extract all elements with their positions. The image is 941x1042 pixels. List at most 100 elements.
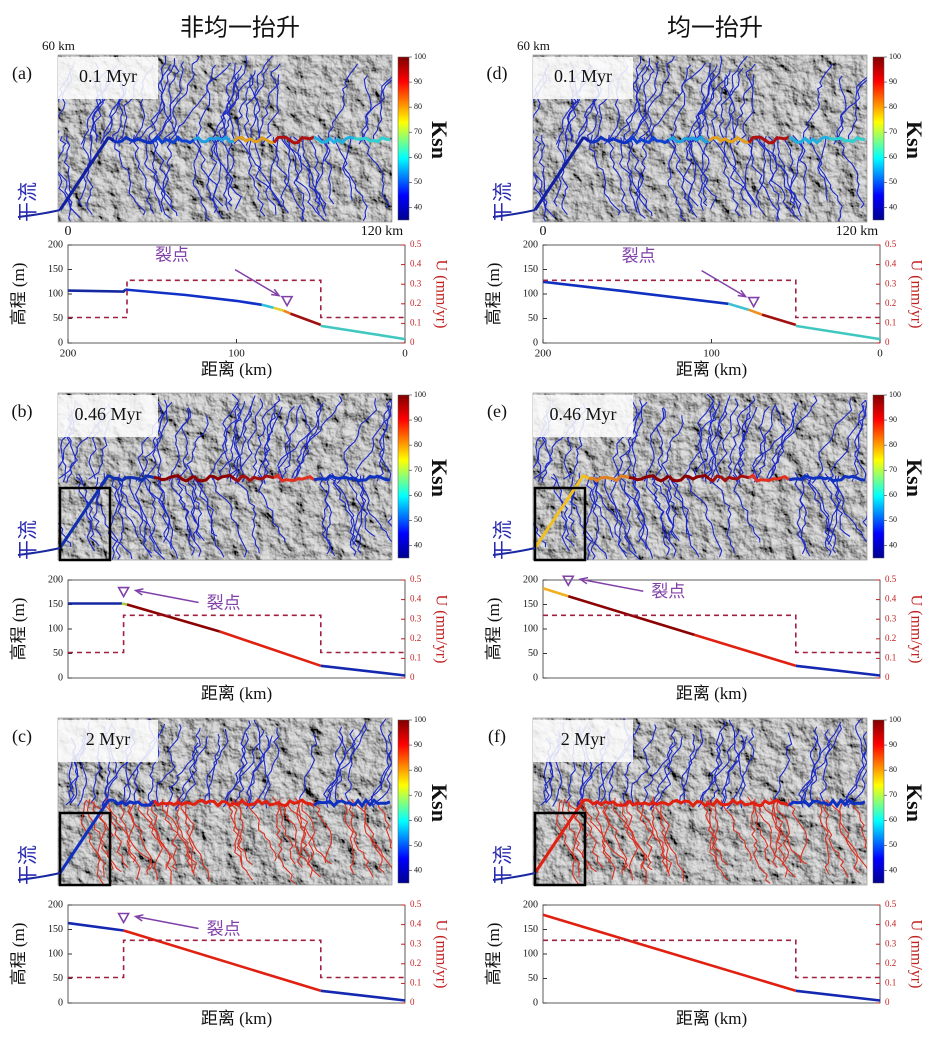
river	[192, 476, 201, 539]
river	[833, 75, 847, 145]
river	[342, 136, 353, 202]
river	[756, 402, 797, 481]
time-label: 0.1 Myr	[554, 66, 612, 86]
trunk-river	[193, 135, 235, 144]
river	[626, 137, 638, 213]
colorbar-tick-label: 60	[889, 152, 897, 161]
trunk-river	[273, 798, 315, 808]
y-tick-label: 150	[523, 264, 538, 275]
river	[191, 138, 218, 213]
y-tick-label: 100	[48, 948, 63, 959]
profile-line	[748, 308, 763, 316]
river	[819, 724, 843, 807]
time-box	[58, 720, 158, 762]
trunk-river	[627, 135, 670, 145]
knickpoint-label: 裂点	[622, 247, 656, 266]
colorbar-tick-label: 80	[889, 440, 897, 449]
time-label: 0.1 Myr	[79, 66, 137, 86]
y-tick-label: 200	[523, 239, 538, 250]
colorbar-tick-label: 50	[889, 515, 897, 524]
y2-tick-label: 0.2	[410, 298, 421, 308]
focus-box	[533, 486, 587, 562]
y-tick-label: 150	[523, 924, 538, 935]
time-label: 2 Myr	[86, 729, 131, 749]
knickpoint-marker	[117, 586, 130, 599]
river	[599, 801, 628, 875]
river	[137, 398, 163, 483]
river	[204, 728, 229, 804]
river	[218, 401, 246, 479]
colorbar-tick-label: 90	[889, 740, 897, 749]
river	[171, 476, 195, 556]
river	[233, 405, 246, 483]
river	[321, 475, 331, 555]
river	[185, 802, 210, 882]
river	[288, 136, 326, 221]
river	[340, 797, 355, 875]
river	[533, 164, 547, 211]
trunk-river	[627, 799, 670, 807]
y-tick-label: 50	[528, 973, 538, 984]
y2-tick-label: 0.5	[410, 899, 422, 909]
trunk-river	[827, 797, 866, 809]
river	[610, 401, 648, 482]
river	[308, 138, 327, 217]
river	[186, 415, 209, 480]
time-label: 0.46 Myr	[550, 404, 617, 424]
uplift-line	[543, 939, 880, 979]
river	[312, 799, 333, 864]
river	[164, 56, 200, 143]
colorbar-tick-label: 40	[414, 540, 422, 549]
y-tick-label: 200	[48, 574, 63, 585]
trunk-outlet	[17, 872, 61, 881]
river	[349, 475, 367, 556]
profile-line	[320, 664, 406, 677]
trunk-river	[313, 135, 355, 145]
river	[809, 726, 822, 805]
trunk-river	[667, 798, 710, 808]
y2-tick-label: 0.5	[410, 574, 422, 584]
river	[666, 138, 693, 213]
river	[174, 736, 208, 810]
colorbar	[872, 394, 885, 559]
river	[720, 734, 745, 810]
river	[739, 727, 755, 809]
y2-axis-label: U (mm/yr)	[907, 260, 924, 329]
river	[168, 64, 217, 145]
river	[733, 74, 755, 141]
river	[235, 137, 281, 204]
river	[358, 75, 372, 145]
river	[222, 732, 249, 808]
colorbar-tick-label: 100	[414, 390, 426, 399]
y-tick-label: 150	[48, 599, 63, 610]
colorbar-tick-label: 60	[889, 490, 897, 499]
profile-line	[795, 664, 881, 677]
map-x-label: 120 km	[836, 224, 879, 239]
river	[245, 799, 277, 862]
y2-tick-label: 0	[410, 672, 415, 682]
river	[802, 63, 834, 144]
river	[640, 742, 674, 808]
river	[694, 65, 718, 143]
river	[639, 800, 669, 874]
knickpoint-marker	[561, 575, 575, 587]
river	[301, 135, 321, 203]
x-axis-label: 距离 (km)	[201, 1009, 272, 1028]
river	[626, 802, 647, 885]
colorbar-tick-label: 60	[889, 815, 897, 824]
river	[132, 134, 155, 214]
river	[619, 476, 641, 560]
y2-axis-label: U (mm/yr)	[907, 920, 924, 989]
river	[211, 138, 223, 218]
annotation-arrow	[234, 268, 280, 297]
colorbar-tick-label: 50	[889, 177, 897, 186]
river	[63, 134, 81, 219]
trunk-label: 干流	[17, 520, 40, 560]
river	[721, 735, 748, 805]
colorbar	[397, 394, 410, 559]
panel-label: (f)	[488, 726, 506, 747]
river	[362, 138, 390, 209]
river	[206, 733, 221, 806]
river	[212, 475, 248, 558]
river	[729, 137, 758, 208]
